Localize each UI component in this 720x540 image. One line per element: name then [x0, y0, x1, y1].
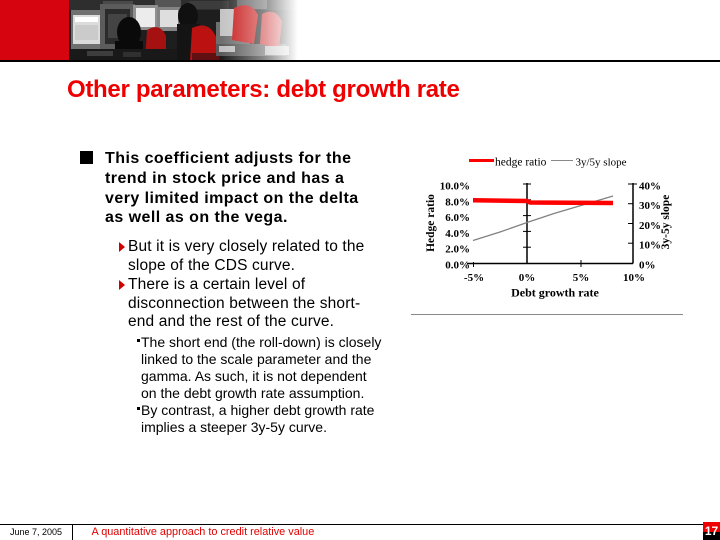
svg-text:4.0%: 4.0% — [445, 228, 470, 240]
svg-text:2.0%: 2.0% — [445, 244, 470, 256]
svg-text:0%: 0% — [519, 272, 536, 284]
svg-text:30%: 30% — [639, 200, 661, 212]
svg-text:0%: 0% — [639, 260, 656, 272]
svg-text:Debt growth rate: Debt growth rate — [511, 286, 599, 300]
svg-text:3y/5y slope: 3y/5y slope — [576, 157, 627, 169]
svg-text:40%: 40% — [639, 181, 661, 193]
svg-text:20%: 20% — [639, 220, 661, 232]
svg-text:3y-5y slope: 3y-5y slope — [660, 195, 672, 250]
svg-text:0.0%: 0.0% — [445, 260, 470, 272]
svg-text:10.0%: 10.0% — [440, 181, 470, 193]
svg-text:10%: 10% — [623, 272, 645, 284]
svg-text:6.0%: 6.0% — [445, 212, 470, 224]
svg-text:10%: 10% — [639, 240, 661, 252]
svg-text:8.0%: 8.0% — [445, 196, 470, 208]
svg-text:Hedge ratio: Hedge ratio — [425, 194, 437, 252]
svg-text:hedge ratio: hedge ratio — [495, 157, 547, 169]
svg-text:5%: 5% — [573, 272, 590, 284]
svg-text:-5%: -5% — [464, 272, 484, 284]
